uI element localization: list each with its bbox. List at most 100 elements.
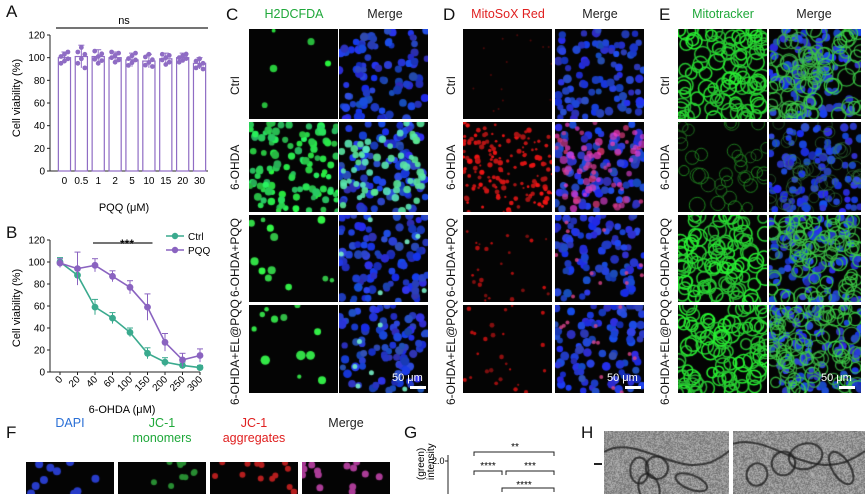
panel-label-g: G [404, 423, 418, 442]
chart-a-point [78, 56, 84, 62]
chart-a-annotation: ns [118, 15, 130, 27]
panel-e-image-r1-c1-texture [678, 29, 767, 119]
chart-b-point [144, 303, 151, 311]
chart-b-point [109, 314, 116, 322]
panel-f-image-4-texture [302, 462, 390, 494]
chart-a-point [78, 45, 84, 50]
chart-a-ytick-label: 80 [34, 76, 46, 87]
chart-b-xtick-label: 250 [168, 374, 188, 394]
panel-d-image-r2-c1 [463, 122, 552, 212]
chart-a-point [149, 64, 155, 69]
chart-a-point [126, 56, 131, 61]
panel-label-c: C [226, 5, 239, 24]
chart-b-point [126, 283, 134, 291]
chart-a-point [129, 60, 135, 66]
chart-b-ytick-label: 40 [34, 324, 46, 335]
chart-a-point [92, 56, 98, 62]
chart-a-point [65, 49, 71, 55]
chart-b-point [179, 356, 186, 364]
chart-a-point [197, 63, 202, 68]
chart-b-xtick-label: 60 [102, 374, 118, 390]
chart-b-ytick-label: 20 [34, 346, 46, 357]
panel-e-image-r2-c2 [769, 122, 861, 212]
panel-e-scale-label: 50 μm [821, 372, 852, 384]
panel-c-image-r3-c2 [339, 215, 428, 302]
panel-e-image-r4-c1 [678, 305, 767, 393]
panel-c-col2-title: Merge [367, 7, 403, 21]
panel-d-image-r1-c2-texture [555, 29, 644, 119]
chart-b-ylabel: Cell viability (%) [11, 269, 23, 347]
panel-d-row-6ohda: 6-OHDA [444, 144, 458, 190]
chart-a-point [62, 58, 67, 64]
panel-e-row-6ohda-pqq: 6-OHDA+PQQ [658, 217, 672, 297]
chart-b-xtick-label: 0 [53, 374, 65, 386]
chart-a-point [166, 59, 172, 65]
chart-a-xtick-label: 5 [129, 176, 135, 187]
panel-e-image-r2-c2-texture [769, 122, 861, 212]
chart-a-point [126, 62, 131, 68]
chart-a-ytick-label: 120 [28, 31, 45, 42]
panel-e-image-r3-c2-texture [769, 215, 861, 302]
panel-c-scale-label: 50 μm [392, 372, 423, 384]
chart-b-legend-marker [171, 246, 179, 254]
chart-b-point [161, 338, 169, 346]
chart-a-point [99, 51, 105, 57]
chart-a-ytick-label: 40 [34, 121, 46, 132]
legend-pqq-label: PQQ [188, 246, 210, 257]
chart-a-point [116, 57, 122, 63]
panel-label-a: A [6, 2, 18, 21]
panel-d-image-r2-c2 [555, 122, 644, 212]
chart-b-point [144, 349, 151, 357]
legend-ctrl-label: Ctrl [188, 232, 204, 243]
chart-b-ytick-label: 100 [28, 258, 45, 269]
chart-g-bracket-1 [473, 451, 555, 456]
panel-e-image-r3-c1-texture [678, 215, 767, 302]
panel-h-tem-1-texture [604, 431, 729, 494]
panel-d-row-ctrl: Ctrl [444, 76, 458, 95]
chart-a-point [183, 51, 189, 57]
chart-g-ylabel-line1: (green) [416, 448, 427, 480]
chart-b-series-line [59, 262, 201, 361]
chart-a-point [129, 53, 135, 59]
panel-c-image-r4-c1 [249, 305, 338, 393]
panel-h-tem-2-texture [733, 431, 865, 494]
chart-a-point [109, 55, 115, 61]
panel-e-col2-title: Merge [796, 7, 832, 21]
chart-g-bracket-4 [501, 487, 555, 492]
chart-a-point [163, 55, 169, 61]
chart-a-point [109, 49, 115, 55]
chart-a-bar: Cell viability (%) PQQ (μM) ns 020406080… [11, 15, 208, 214]
chart-a-ytick-label: 100 [28, 53, 45, 64]
chart-g-sig-1: ** [511, 442, 519, 453]
chart-a-ytick-label: 60 [34, 99, 46, 110]
chart-a-point [133, 50, 138, 56]
chart-a-point [95, 54, 101, 59]
panel-h-scale-bar [594, 463, 602, 465]
chart-a-point [62, 51, 67, 57]
panel-f-image-3-texture [210, 462, 298, 494]
panel-c-image-r3-c1 [249, 215, 338, 302]
chart-a-point [116, 50, 122, 56]
panel-d-image-r3-c2 [555, 215, 644, 302]
chart-a-point [166, 53, 172, 58]
chart-g-partial: (green) intensity 2.0 ** **** *** **** [416, 442, 555, 494]
chart-a-point [75, 49, 81, 55]
chart-a-bar [57, 57, 72, 172]
panel-f-image-1 [26, 462, 114, 494]
chart-a-point [200, 60, 206, 66]
panel-d-image-r4-c1 [463, 305, 552, 393]
chart-b-xtick-label: 20 [67, 374, 83, 390]
panel-d-row-6ohda-el-pqq: 6-OHDA+EL@PQQ [444, 299, 458, 405]
chart-a-bar [74, 55, 89, 172]
panel-d-image-r3-c1-texture [463, 215, 552, 302]
chart-a-xtick-label: 20 [177, 176, 189, 187]
panel-e-row-ctrl: Ctrl [658, 76, 672, 95]
panel-c-image-r4-c1-texture [249, 305, 338, 393]
chart-b-series-line [59, 261, 201, 369]
panel-e-image-r1-c2-texture [769, 29, 861, 119]
panel-c-row-6ohda-pqq: 6-OHDA+PQQ [228, 217, 242, 297]
chart-a-ytick-label: 20 [34, 144, 46, 155]
chart-a-point [146, 60, 152, 65]
chart-a-point [58, 60, 64, 66]
chart-b-point [161, 358, 169, 366]
